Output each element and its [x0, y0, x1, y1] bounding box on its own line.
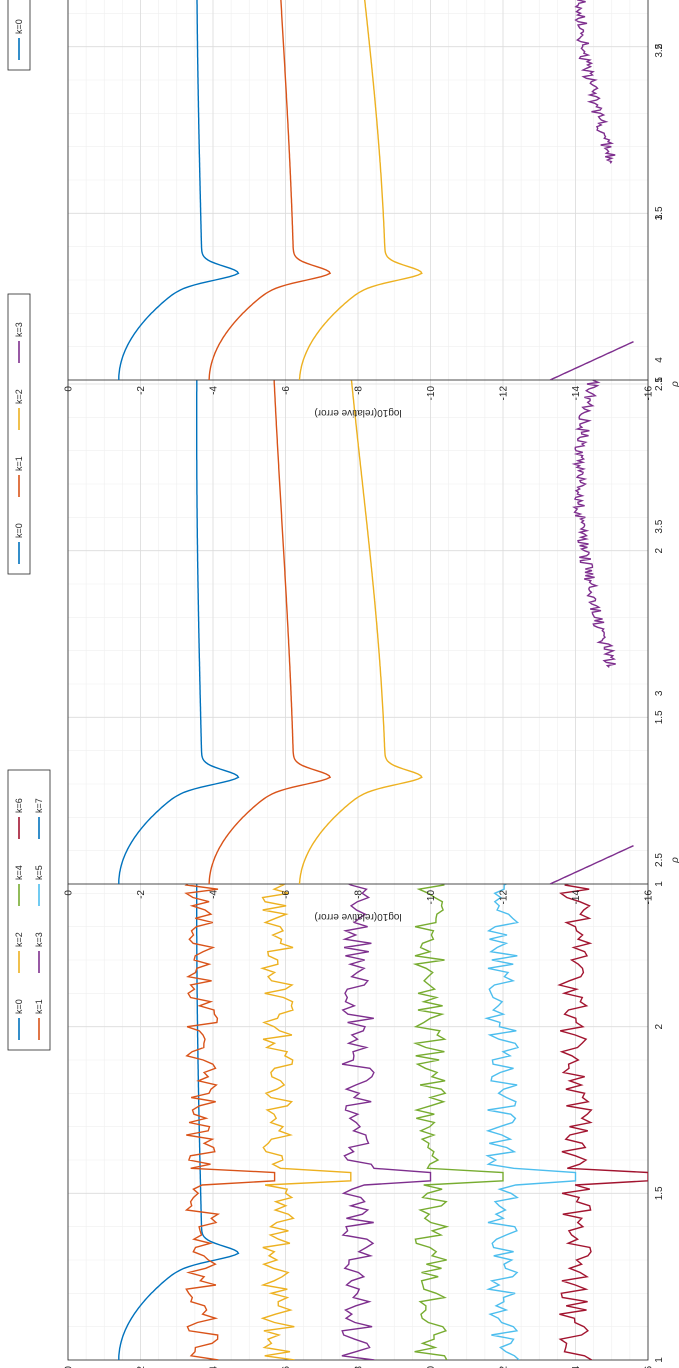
- y-tick-label: -16: [644, 1366, 655, 1368]
- plot-frame: [67, 0, 649, 885]
- legend-label: k=7: [34, 798, 44, 813]
- legend-1: k=0 k=1 k=2 k=3 k=4 k=5 k=6 k=7: [7, 769, 51, 1051]
- y-tick-label: -14: [571, 386, 582, 401]
- y-tick-label: -14: [571, 890, 582, 905]
- y-tick-label: -2: [136, 890, 147, 899]
- y-tick-label: 0: [64, 890, 75, 896]
- y-tick-label: -4: [209, 1366, 220, 1368]
- legend-box: [7, 293, 31, 575]
- legend-label: k=0: [14, 19, 24, 34]
- y-tick-label: -10: [426, 386, 437, 401]
- y-axis-label: log10(relative error): [314, 407, 401, 418]
- legend-3: k=0k=1k=2k=3: [7, 0, 31, 71]
- x-tick-label: 2: [654, 1023, 665, 1029]
- legend-label: k=2: [14, 932, 24, 947]
- legend-label: k=2: [14, 389, 24, 404]
- series-group: [118, 0, 634, 380]
- y-tick-label: -16: [644, 890, 655, 905]
- x-tick-label: 3.5: [654, 43, 665, 57]
- legend-label: k=0: [14, 523, 24, 538]
- y-tick-label: -12: [499, 890, 510, 905]
- legend-box: [7, 769, 51, 1051]
- legend-2: k=0 k=1 k=2 k=3: [7, 293, 31, 575]
- y-tick-label: -8: [354, 890, 365, 899]
- legend-label: k=3: [34, 932, 44, 947]
- y-tick-label: -10: [426, 890, 437, 905]
- y-tick-label: -2: [136, 386, 147, 395]
- y-tick-label: -2: [136, 1366, 147, 1368]
- legend-label: k=4: [14, 865, 24, 880]
- x-tick-label: 1.5: [654, 206, 665, 220]
- y-tick-label: -4: [209, 890, 220, 899]
- x-tick-label: 1: [654, 881, 665, 887]
- legend-label: k=5: [34, 865, 44, 880]
- chart-panel-3: 11.522.533.540-2-4-6-8-10-12-14-16ρlog10…: [64, 0, 665, 418]
- y-tick-label: 0: [64, 386, 75, 392]
- y-tick-label: -10: [426, 1366, 437, 1368]
- x-tick-label: 1: [654, 1357, 665, 1363]
- y-tick-label: -6: [281, 1366, 292, 1368]
- y-tick-label: -6: [281, 890, 292, 899]
- legend-label: k=6: [14, 798, 24, 813]
- series-line-k=3: [549, 0, 634, 380]
- x-axis-label: ρ: [670, 857, 679, 864]
- series-line-k=2: [261, 0, 423, 380]
- legend-label: k=1: [34, 999, 44, 1014]
- x-tick-label: 1.5: [654, 710, 665, 724]
- y-tick-label: 0: [64, 1366, 75, 1368]
- x-tick-label: 1.5: [654, 1186, 665, 1200]
- legend-label: k=3: [14, 322, 24, 337]
- x-tick-label: 1: [654, 377, 665, 383]
- x-axis-label: ρ: [670, 381, 679, 388]
- x-tick-label: 4: [654, 357, 665, 363]
- x-tick-label: 3.5: [654, 519, 665, 533]
- plot-frame: [67, 0, 649, 381]
- legend-box: [7, 0, 31, 71]
- x-tick-label: 3: [654, 214, 665, 220]
- y-tick-label: -12: [499, 1366, 510, 1368]
- x-tick-label: 2.5: [654, 853, 665, 867]
- series-line-k=0: [118, 0, 269, 380]
- y-tick-label: -12: [499, 386, 510, 401]
- x-tick-label: 2.5: [654, 377, 665, 391]
- y-tick-label: -8: [354, 386, 365, 395]
- x-tick-label: 3: [654, 690, 665, 696]
- x-tick-label: 2: [654, 547, 665, 553]
- y-tick-label: -4: [209, 386, 220, 395]
- legend-label: k=0: [14, 999, 24, 1014]
- y-tick-label: -8: [354, 1366, 365, 1368]
- series-line-k=1: [189, 0, 337, 380]
- y-axis-label: log10(relative error): [314, 911, 401, 922]
- x-tick-label: 2: [654, 43, 665, 49]
- y-tick-label: -16: [644, 386, 655, 401]
- y-tick-label: -14: [571, 1366, 582, 1368]
- legend-label: k=1: [14, 456, 24, 471]
- y-tick-label: -6: [281, 386, 292, 395]
